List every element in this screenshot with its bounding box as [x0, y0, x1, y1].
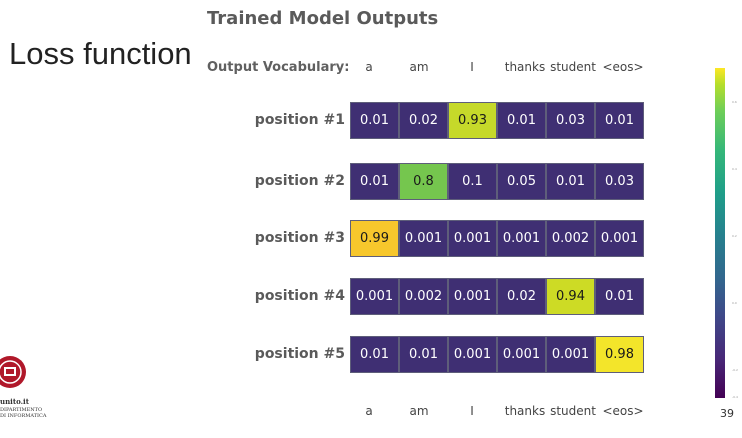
vocab-word: <eos>: [602, 60, 644, 74]
probability-cell: 0.93: [448, 102, 497, 139]
figure-title: Trained Model Outputs: [207, 8, 439, 29]
probability-cell: 0.03: [546, 102, 595, 139]
page-number: 39: [720, 407, 734, 420]
probability-cell: 0.8: [399, 163, 448, 200]
probability-cell: 0.001: [497, 336, 546, 373]
vocab-word: thanks: [504, 404, 546, 418]
probability-cell: 0.01: [497, 102, 546, 139]
colorbar-tick: -0.2: [732, 368, 738, 372]
colorbar: [715, 68, 725, 398]
probability-cell: 0.001: [448, 220, 497, 257]
vocab-word: a: [365, 60, 373, 74]
vocab-label: Output Vocabulary:: [207, 60, 350, 75]
colorbar-tick: -0.4: [732, 395, 738, 399]
vocab-word: <eos>: [602, 404, 644, 418]
probability-cell: 0.002: [546, 220, 595, 257]
vocab-word: a: [365, 404, 373, 418]
colorbar-tick: 0.6: [732, 100, 737, 104]
probability-cell: 0.01: [350, 163, 399, 200]
probability-cell: 0.002: [399, 278, 448, 315]
probability-cell: 0.001: [448, 336, 497, 373]
probability-cell: 0.99: [350, 220, 399, 257]
probability-cell: 0.001: [448, 278, 497, 315]
probability-cell: 0.02: [399, 102, 448, 139]
logo-text: unito.it: [0, 397, 29, 406]
colorbar-tick: 0.4: [732, 167, 737, 171]
probability-cell: 0.02: [497, 278, 546, 315]
colorbar-tick: 0.2: [732, 234, 737, 238]
vocab-word: I: [470, 60, 474, 74]
probability-cell: 0.98: [595, 336, 644, 373]
probability-cell: 0.1: [448, 163, 497, 200]
vocab-word: student: [550, 404, 596, 418]
probability-cell: 0.001: [595, 220, 644, 257]
probability-cell: 0.01: [399, 336, 448, 373]
vocab-word: I: [470, 404, 474, 418]
probability-cell: 0.03: [595, 163, 644, 200]
row-label: position #1: [254, 112, 345, 128]
vocab-word: am: [409, 60, 429, 74]
probability-cell: 0.001: [546, 336, 595, 373]
probability-cell: 0.01: [595, 278, 644, 315]
row-label: position #4: [254, 288, 345, 304]
probability-cell: 0.01: [595, 102, 644, 139]
slide-heading: Loss function: [9, 36, 192, 71]
colorbar-tick: 0.0: [732, 301, 737, 305]
vocab-word: am: [409, 404, 429, 418]
probability-cell: 0.01: [546, 163, 595, 200]
university-seal-icon: [0, 356, 26, 388]
probability-cell: 0.001: [350, 278, 399, 315]
logo-subtext: DIPARTIMENTO DI INFORMATICA: [0, 407, 47, 419]
probability-cell: 0.94: [546, 278, 595, 315]
probability-cell: 0.001: [399, 220, 448, 257]
probability-cell: 0.01: [350, 102, 399, 139]
probability-cell: 0.001: [497, 220, 546, 257]
probability-cell: 0.05: [497, 163, 546, 200]
probability-cell: 0.01: [350, 336, 399, 373]
row-label: position #2: [254, 173, 345, 189]
row-label: position #3: [254, 230, 345, 246]
vocab-word: student: [550, 60, 596, 74]
vocab-word: thanks: [504, 60, 546, 74]
row-label: position #5: [254, 346, 345, 362]
